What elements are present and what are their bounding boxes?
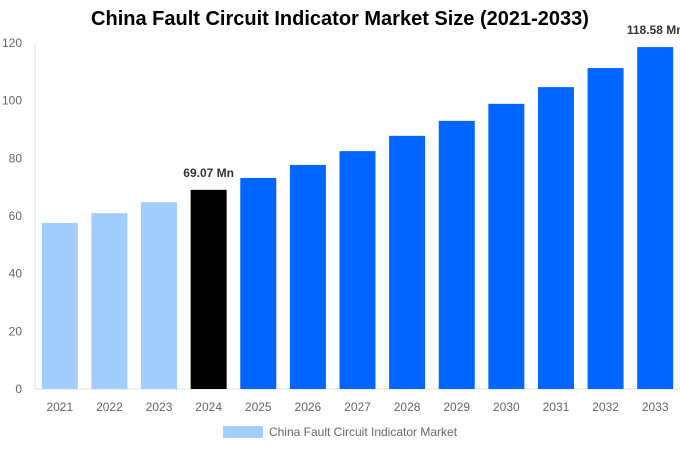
x-tick-label: 2027 xyxy=(344,400,371,414)
bar-2029 xyxy=(438,120,475,389)
legend: China Fault Circuit Indicator Market xyxy=(0,425,680,439)
bar-2032 xyxy=(587,68,624,390)
bar-2022 xyxy=(91,213,128,389)
bar-2027 xyxy=(339,151,376,389)
x-tick-label: 2031 xyxy=(543,400,570,414)
data-label-2033: 118.58 Mn xyxy=(627,23,680,37)
x-tick-label: 2030 xyxy=(493,400,520,414)
bar-2023 xyxy=(141,202,178,389)
x-tick-label: 2021 xyxy=(46,400,73,414)
y-tick-label: 60 xyxy=(9,209,23,223)
bar-2026 xyxy=(289,164,326,389)
x-tick-label: 2022 xyxy=(96,400,123,414)
bar-2030 xyxy=(488,103,525,390)
bar-2031 xyxy=(537,87,574,390)
x-tick-label: 2024 xyxy=(195,400,222,414)
x-tick-label: 2033 xyxy=(642,400,669,414)
x-tick-label: 2032 xyxy=(592,400,619,414)
data-label-2024: 69.07 Mn xyxy=(183,166,234,180)
bar-2033 xyxy=(637,47,674,390)
bar-2028 xyxy=(389,135,426,389)
x-tick-label: 2028 xyxy=(394,400,421,414)
bar-2024 xyxy=(190,189,227,389)
x-tick-label: 2026 xyxy=(295,400,322,414)
y-tick-label: 100 xyxy=(2,94,22,108)
bar-2021 xyxy=(41,222,78,389)
bar-2025 xyxy=(240,177,277,389)
legend-label: China Fault Circuit Indicator Market xyxy=(268,425,458,439)
y-tick-label: 20 xyxy=(9,324,23,338)
y-tick-label: 40 xyxy=(9,267,23,281)
x-tick-label: 2023 xyxy=(146,400,173,414)
x-tick-label: 2025 xyxy=(245,400,272,414)
y-tick-label: 120 xyxy=(2,36,22,50)
x-tick-label: 2029 xyxy=(443,400,470,414)
y-tick-label: 80 xyxy=(9,151,23,165)
y-tick-label: 0 xyxy=(15,382,22,396)
chart-title: China Fault Circuit Indicator Market Siz… xyxy=(91,8,589,30)
legend-swatch xyxy=(222,426,263,438)
